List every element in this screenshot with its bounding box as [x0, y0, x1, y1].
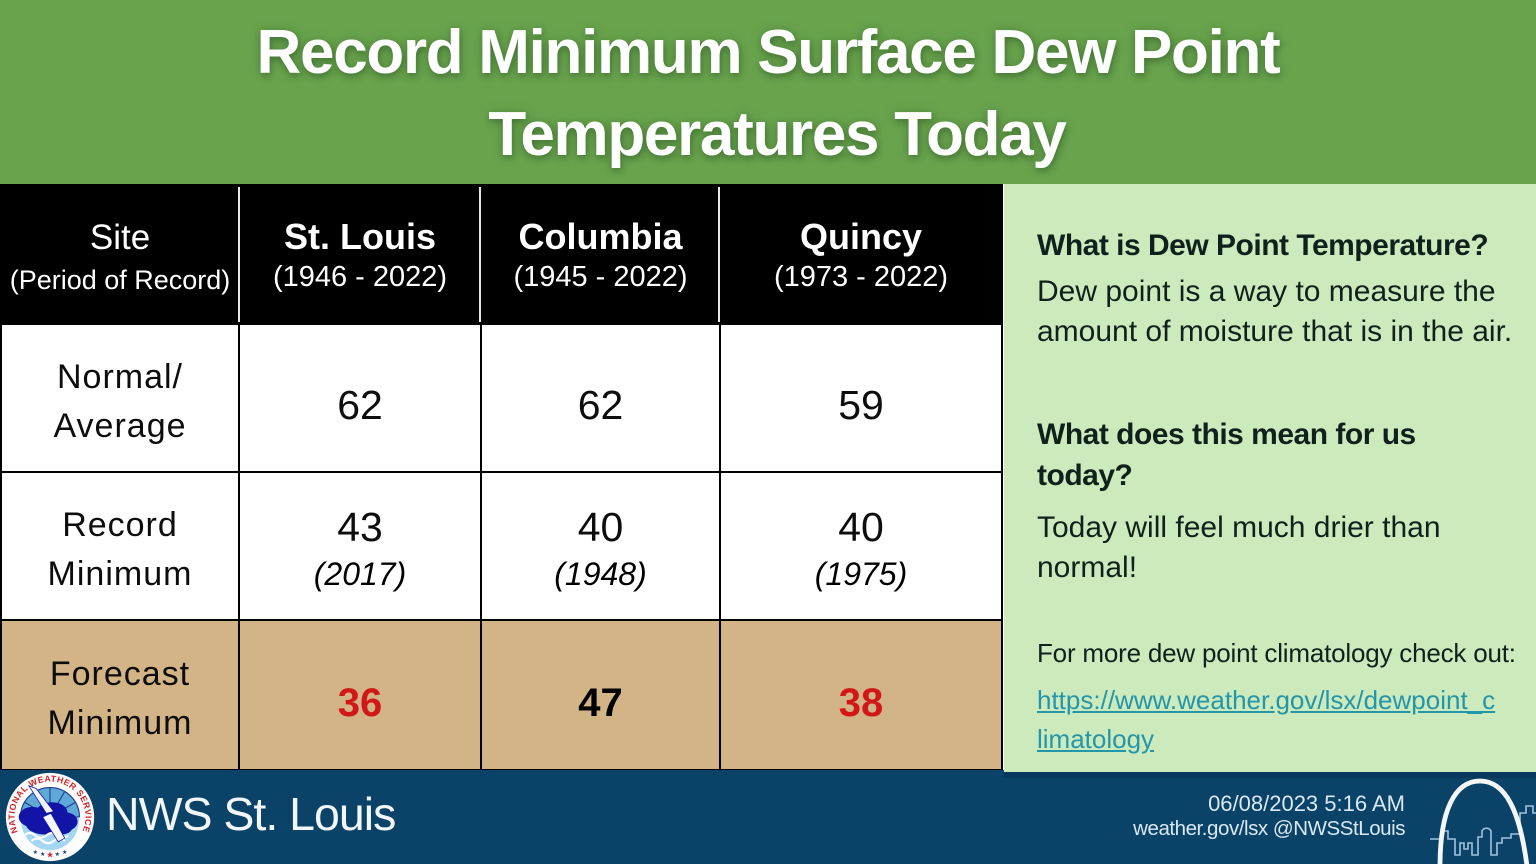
svg-text:★: ★ — [33, 849, 38, 856]
svg-text:★: ★ — [46, 850, 53, 859]
svg-text:★: ★ — [40, 851, 45, 858]
svg-text:★: ★ — [55, 851, 60, 858]
svg-text:★: ★ — [62, 849, 67, 856]
